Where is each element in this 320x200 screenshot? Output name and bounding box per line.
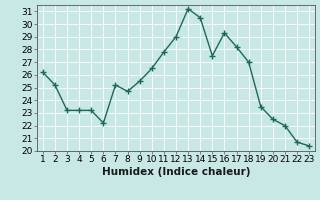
X-axis label: Humidex (Indice chaleur): Humidex (Indice chaleur) bbox=[102, 167, 250, 177]
